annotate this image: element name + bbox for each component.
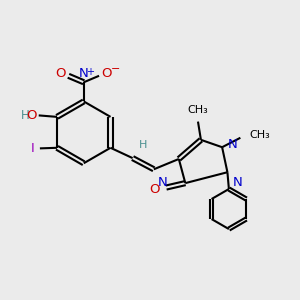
Text: I: I: [30, 142, 34, 155]
Text: O: O: [55, 67, 65, 80]
Text: CH₃: CH₃: [188, 105, 208, 115]
Text: −: −: [111, 64, 120, 74]
Text: O: O: [101, 67, 112, 80]
Text: O: O: [149, 182, 160, 196]
Text: H: H: [20, 109, 29, 122]
Text: O: O: [26, 109, 36, 122]
Text: N: N: [233, 176, 242, 189]
Text: CH₃: CH₃: [250, 130, 271, 140]
Text: N: N: [158, 176, 168, 189]
Text: N: N: [78, 67, 88, 80]
Text: N: N: [227, 138, 237, 151]
Text: +: +: [86, 67, 94, 77]
Text: H: H: [139, 140, 147, 150]
